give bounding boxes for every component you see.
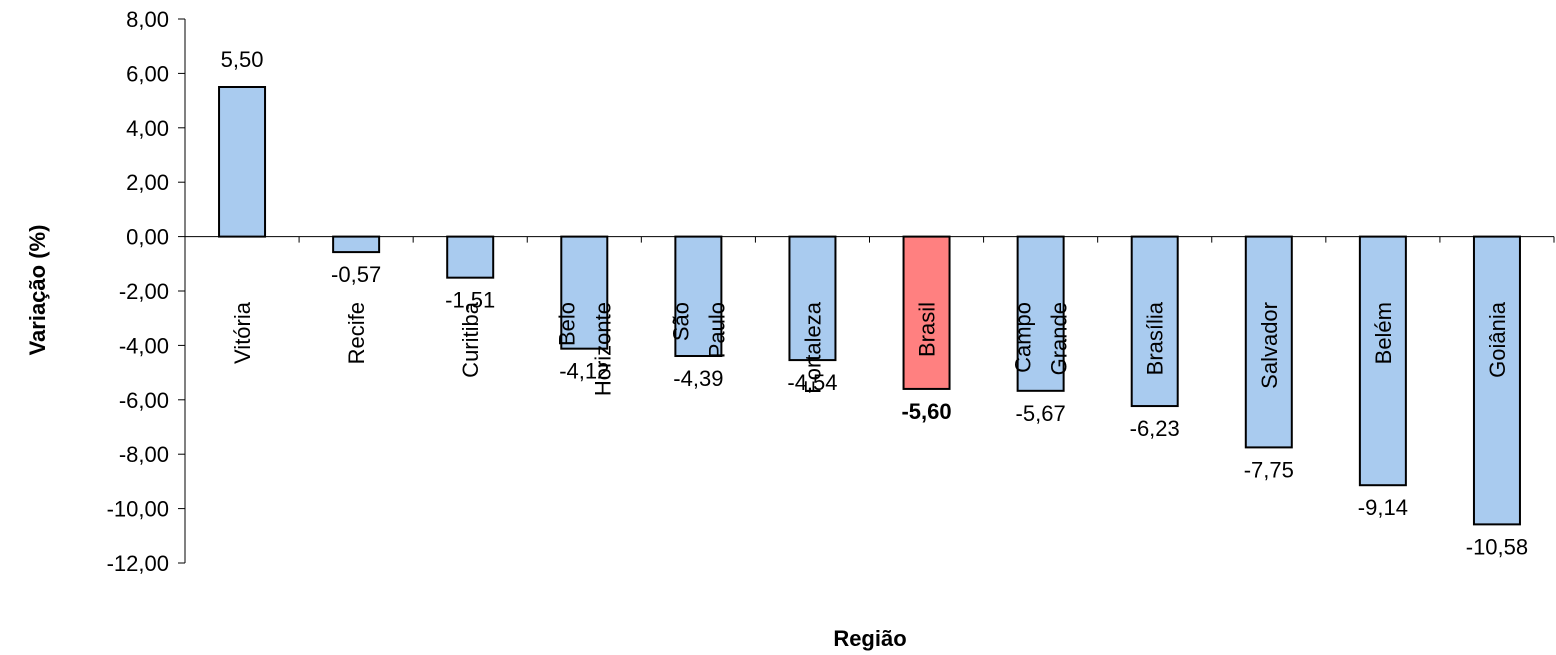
category-label: Paulo [704,302,729,358]
bars [218,86,1521,526]
category-label: Vitória [230,301,255,364]
y-tick-label: 6,00 [126,61,169,86]
category-label: Goiânia [1485,301,1510,378]
y-tick-label: -6,00 [119,388,169,413]
data-labels: 5,50 -0,57 -1,51 -4,12 -4,39 -4,54 -5,60 -5,67 -… [221,47,1529,559]
y-axis: 8,00 6,00 4,00 2,00 0,00 -2,00 -4,00 -6,00 -8,00… [107,7,186,576]
bar-value-label: -10,58 [1466,534,1528,559]
y-tick-label: 2,00 [126,170,169,195]
bar-value-label: -4,12 [559,359,609,384]
y-tick-label: -4,00 [119,333,169,358]
category-label: Belo [554,302,579,346]
category-labels: Vitória Recife Curitiba Belo Horizonte São Pau… [230,301,1510,396]
category-label: Recife [344,302,369,364]
category-label: Campo [1011,302,1036,373]
bar [560,235,609,350]
bar-value-label: -5,67 [1016,401,1066,426]
bar [332,235,381,254]
bar-value-label: -9,14 [1358,495,1408,520]
bar-value-label: -5,60 [901,399,951,424]
category-label: Brasil [915,302,940,357]
bar-value-label: 5,50 [221,47,264,72]
category-label: Salvador [1257,302,1282,389]
y-tick-label: -2,00 [119,279,169,304]
bar-value-label: -6,23 [1130,416,1180,441]
bar [674,235,723,358]
bar [788,235,837,362]
category-label: Brasília [1143,301,1168,375]
bar-value-label: -0,57 [331,262,381,287]
bar [1244,235,1293,449]
y-tick-label: -8,00 [119,442,169,467]
bar [1472,235,1521,526]
bar [1130,235,1179,408]
y-tick-label: 8,00 [126,7,169,32]
x-axis [184,236,1555,243]
bar-value-label: -4,54 [787,370,837,395]
bar-value-label: -7,75 [1244,457,1294,482]
y-tick-label: 4,00 [126,116,169,141]
bar [1358,235,1407,487]
bar [902,235,951,390]
bar [1016,235,1065,392]
category-label: Belém [1371,302,1396,364]
category-label: São [668,302,693,341]
bar-value-label: -1,51 [445,288,495,313]
y-tick-label: -10,00 [107,497,169,522]
category-label: Grande [1047,302,1072,375]
category-label: Curitiba [458,301,483,378]
y-axis-title: Variação (%) [25,225,50,356]
y-tick-label: -12,00 [107,551,169,576]
bar-value-label: -4,39 [673,366,723,391]
bar [218,86,267,238]
category-label: Fortaleza [800,301,825,393]
category-label: Horizonte [590,302,615,396]
x-axis-title: Região [833,626,906,651]
bar [446,235,495,279]
y-tick-label: 0,00 [126,225,169,250]
